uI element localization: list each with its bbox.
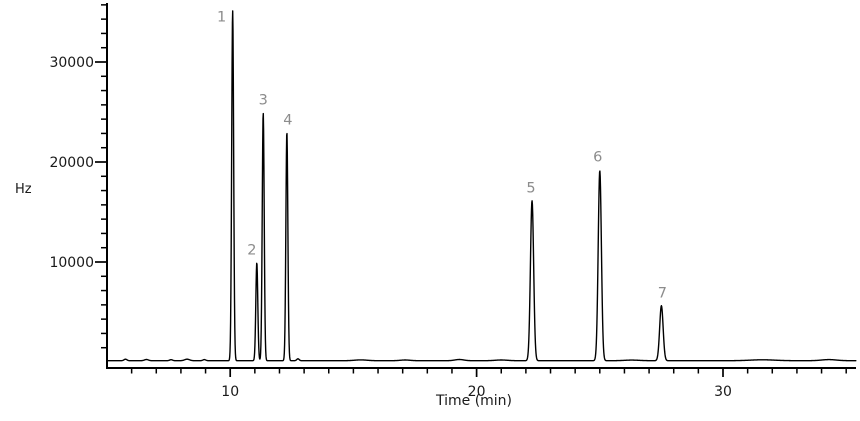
chromatogram-trace [106,10,857,362]
peak-label-1: 1 [217,10,226,26]
peak-label-2: 2 [247,243,256,259]
x-tick-label: 30 [714,384,732,400]
y-tick-label: 10000 [49,255,94,271]
y-tick-label: 30000 [49,55,94,71]
peak-label-4: 4 [283,113,292,129]
peak-label-5: 5 [526,181,535,197]
y-axis-unit-label: Hz [15,182,32,197]
y-tick-label: 20000 [49,155,94,171]
x-tick-label: 20 [468,384,486,400]
peak-label-6: 6 [593,150,602,166]
peak-label-3: 3 [259,93,268,109]
x-axis-title-label: Time (min) [435,393,513,409]
peak-label-7: 7 [658,286,667,302]
x-tick-label: 10 [221,384,239,400]
